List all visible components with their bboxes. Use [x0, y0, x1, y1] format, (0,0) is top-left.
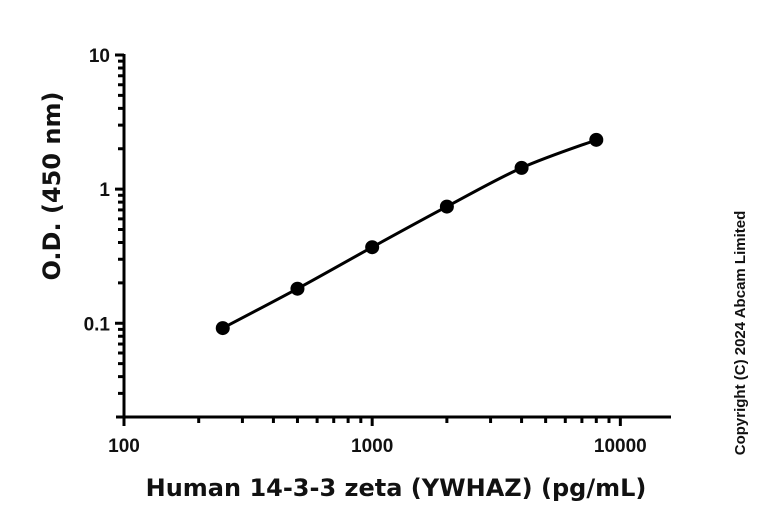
data-point-marker — [514, 160, 529, 175]
y-axis-title: O.D. (450 nm) — [38, 92, 66, 281]
x-tick-label: 1000 — [351, 436, 393, 457]
data-series — [215, 132, 604, 336]
x-axis: 100 1000 10000 — [108, 415, 671, 457]
copyright-notice: Copyright (C) 2024 Abcam Limited — [732, 211, 749, 455]
x-axis-title: Human 14-3-3 zeta (YWHAZ) (pg/mL) — [146, 474, 647, 502]
y-tick-label: 0.1 — [84, 314, 111, 335]
y-tick-label: 1 — [99, 180, 110, 201]
x-tick-label: 100 — [108, 436, 140, 457]
fit-curve — [222, 138, 597, 330]
data-point-marker — [290, 281, 305, 296]
y-axis: 0.1 1 10 — [84, 46, 126, 425]
data-point-marker — [589, 132, 604, 147]
y-tick-label: 10 — [89, 46, 110, 67]
data-point-marker — [215, 321, 230, 336]
data-point-marker — [439, 199, 454, 214]
x-tick-label: 10000 — [594, 436, 647, 457]
data-point-marker — [365, 240, 380, 255]
